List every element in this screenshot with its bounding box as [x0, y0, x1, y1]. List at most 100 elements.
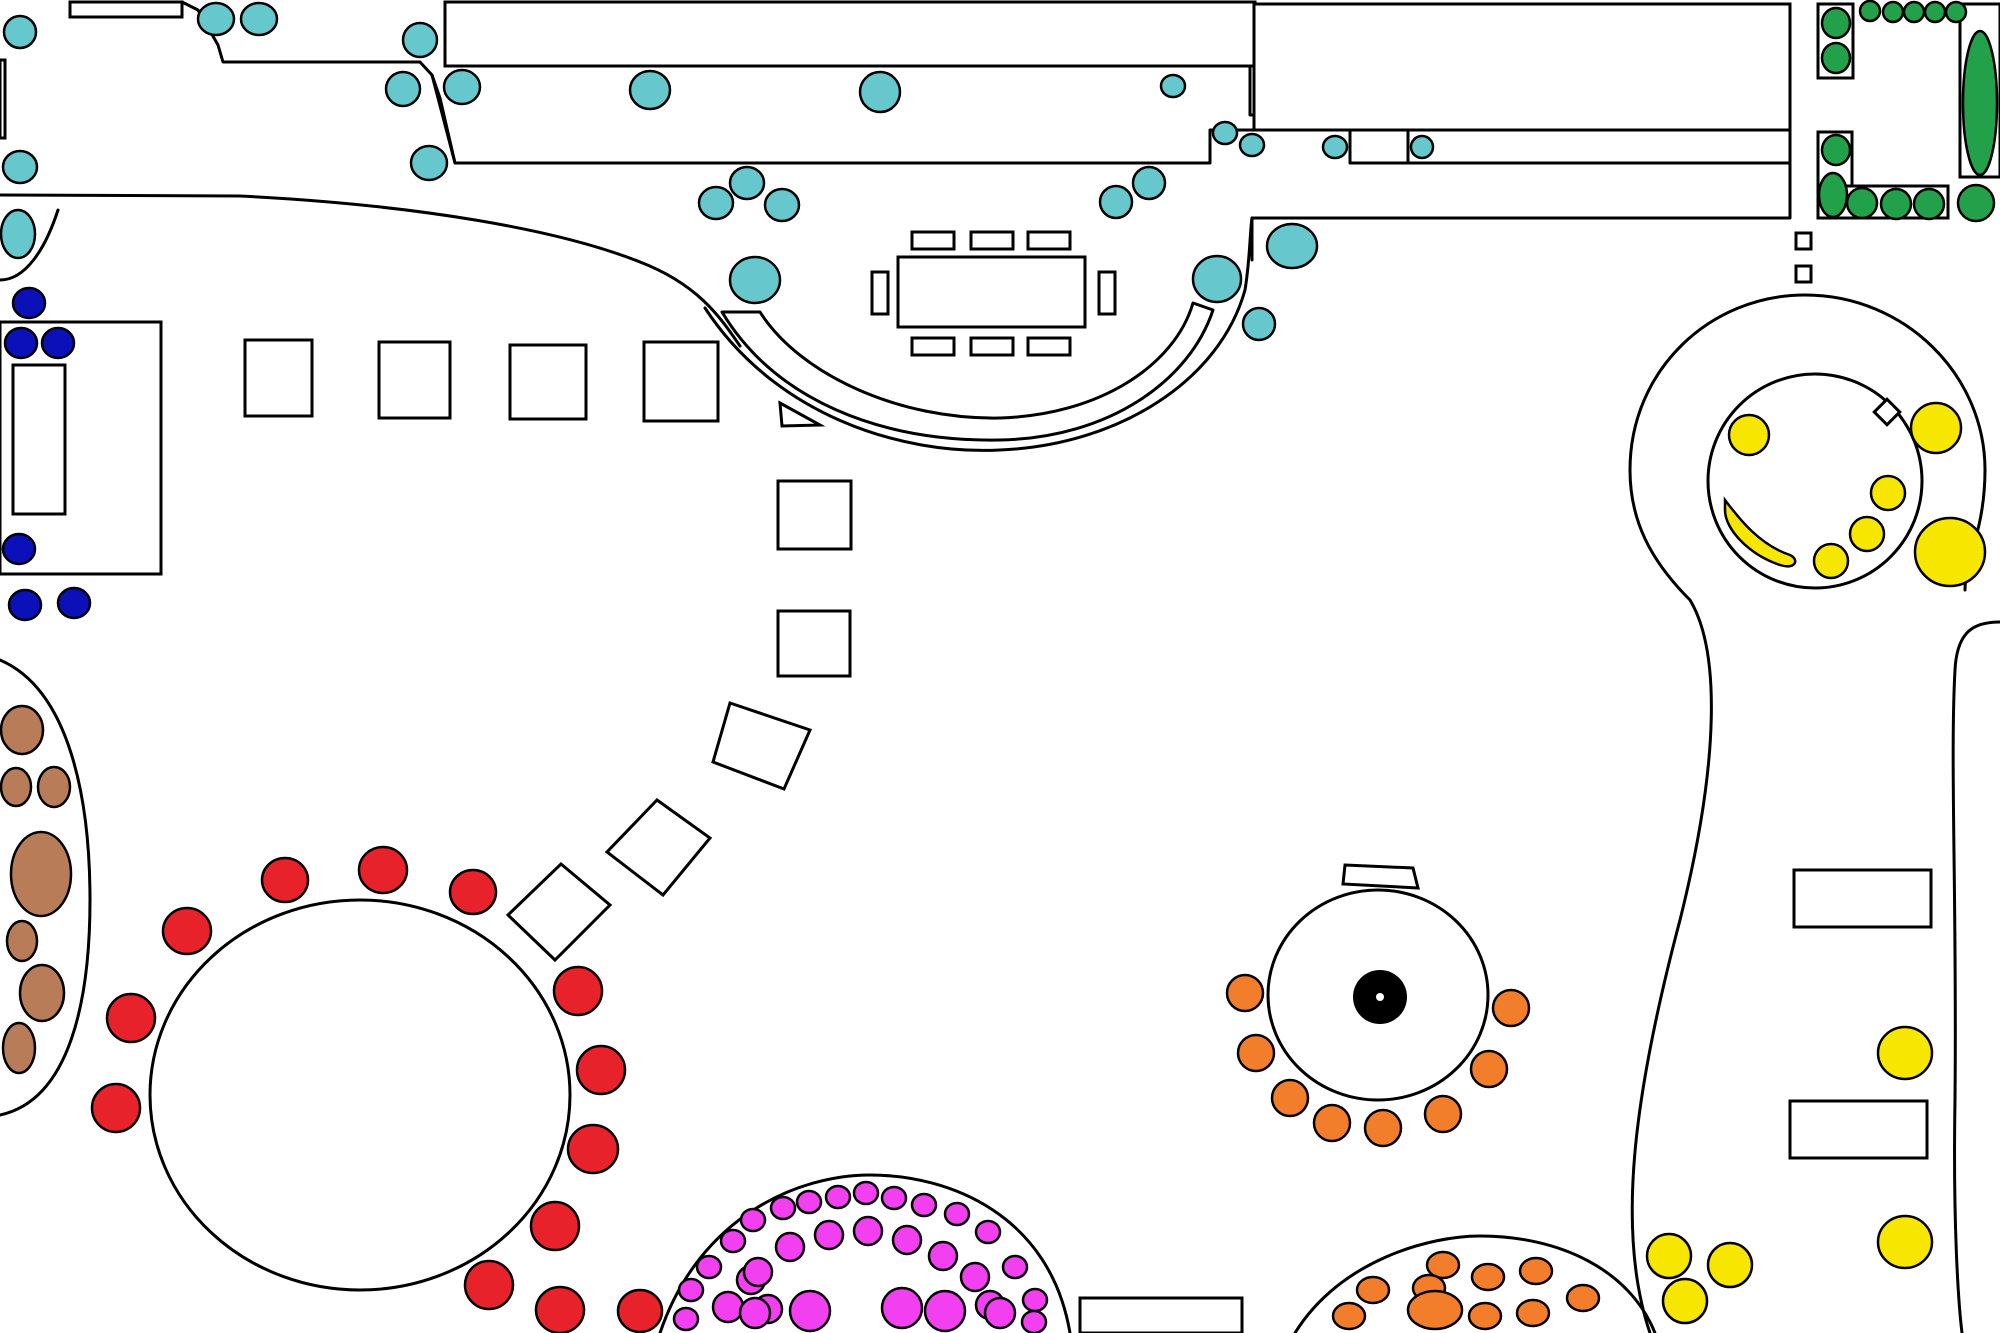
orange-shrub-5 [1270, 1078, 1310, 1118]
green-shrub-7 [1944, 0, 1968, 24]
teal-shrub-11 [697, 185, 735, 221]
main-lawn-edge [0, 193, 742, 348]
yellow-shrub-5 [1848, 515, 1886, 553]
red-shrub-12 [534, 1285, 586, 1333]
teal-shrub-2 [196, 1, 236, 37]
magenta-shrub-15 [672, 1306, 700, 1332]
magenta-shrub-21 [927, 1240, 959, 1272]
teal-shrub-21 [1265, 222, 1319, 270]
magenta-shrub-1 [769, 1195, 797, 1221]
brown-shrub-1 [0, 704, 45, 756]
yellow-shrub-1 [1909, 401, 1963, 455]
stone-8 [711, 701, 813, 791]
red-shrub-6 [90, 1082, 142, 1134]
brown-shrub-6 [18, 963, 66, 1023]
left-structure [0, 320, 163, 576]
red-shrub-8 [575, 1044, 627, 1096]
left-pavilion-inner [11, 363, 67, 516]
gate-post-1 [1794, 231, 1813, 251]
green-shrub-3 [1858, 0, 1882, 23]
yellow-shrub-6 [1812, 542, 1850, 580]
stone-5-sliver [778, 400, 826, 428]
green-shrub-2 [1820, 41, 1852, 75]
teal-shrub-16 [1321, 134, 1349, 160]
orange-shrub-3 [1236, 1033, 1276, 1073]
magenta-shrubs [672, 1180, 1049, 1333]
green-shrub-4 [1881, 0, 1905, 24]
navy-shrubs [1, 286, 92, 622]
orange-shrub-10 [1470, 1262, 1506, 1292]
teal-shrub-20 [1131, 165, 1167, 201]
top-left-slab [68, 0, 184, 19]
gate-post-2 [1794, 264, 1813, 284]
magenta-shrub-2 [795, 1189, 823, 1215]
stone-7 [776, 609, 852, 678]
yellow-leaf-bed [1723, 496, 1797, 568]
red-shrubs [90, 845, 664, 1333]
driveway-slab-1 [1792, 868, 1933, 929]
chair-left [870, 270, 890, 316]
chair-top-3 [1026, 230, 1072, 251]
green-shrub-5 [1902, 0, 1926, 24]
red-shrub-9 [566, 1123, 620, 1175]
yellow-shrub-11 [1661, 1277, 1709, 1325]
magenta-planting-bed [658, 1173, 1072, 1333]
orange-shrub-7 [1312, 1103, 1352, 1143]
green-shrub-10 [1817, 171, 1849, 219]
left-edge-stub [0, 58, 7, 140]
green-shrub-14 [1956, 183, 1996, 223]
orange-shrubs [1225, 973, 1601, 1331]
chair-bottom-1 [910, 336, 956, 357]
teal-shrubs [0, 1, 1435, 342]
orange-shrub-8 [1363, 1108, 1403, 1148]
orange-planting-bed [1293, 1234, 1657, 1333]
magenta-shrub-10 [1021, 1287, 1049, 1313]
teal-shrub-15 [1238, 132, 1266, 158]
red-shrub-11 [463, 1259, 515, 1311]
magenta-shrub-19 [852, 1215, 884, 1247]
green-shrub-13 [1912, 187, 1946, 221]
stepping-stones [243, 338, 853, 963]
chair-top-2 [969, 230, 1015, 251]
red-shrub-13 [616, 1288, 664, 1333]
navy-shrub-1 [11, 286, 47, 320]
magenta-shrub-25 [711, 1290, 745, 1324]
building-wing-east [1252, 2, 1792, 132]
stone-10 [505, 861, 613, 963]
brown-shrub-7 [1, 1021, 37, 1075]
teal-shrub-8 [858, 70, 902, 114]
magenta-shrub-22 [959, 1261, 991, 1293]
firepit-center [1376, 993, 1384, 1001]
brown-shrub-5 [5, 919, 39, 963]
red-shrub-5 [105, 992, 157, 1044]
green-shrub-12 [1879, 187, 1913, 221]
magenta-shrub-13 [695, 1254, 723, 1280]
magenta-shrub-6 [910, 1192, 938, 1218]
brown-shrub-3 [36, 765, 72, 809]
magenta-shrub-32 [1020, 1309, 1048, 1333]
yellow-shrub-2 [1913, 516, 1987, 588]
magenta-shrub-31 [983, 1296, 1017, 1330]
yellow-shrub-3 [1727, 413, 1771, 457]
orange-shrub-2 [1491, 988, 1531, 1028]
teal-shrub-22 [1241, 306, 1277, 342]
navy-shrub-5 [7, 588, 43, 622]
green-shrub-9 [1820, 133, 1852, 167]
stone-6 [776, 479, 853, 551]
teal-shrub-14 [1211, 120, 1239, 146]
terrace-edge [1250, 161, 1792, 262]
orange-shrub-15 [1515, 1298, 1551, 1328]
navy-shrub-2 [3, 326, 39, 360]
driveway-slab-2 [1788, 1099, 1929, 1160]
orange-shrub-17 [1331, 1301, 1367, 1331]
terrace-strip [1406, 128, 1792, 165]
magenta-shrub-14 [677, 1277, 705, 1303]
magenta-shrub-9 [1001, 1254, 1029, 1280]
orange-shrub-1 [1225, 973, 1265, 1013]
magenta-shrub-29 [880, 1286, 924, 1330]
teal-shrub-13 [1159, 73, 1187, 99]
teal-shrub-5 [384, 70, 422, 108]
yellow-shrub-7 [1876, 1025, 1934, 1081]
teal-shrub-10 [728, 165, 766, 201]
yellow-shrub-4 [1869, 474, 1907, 512]
